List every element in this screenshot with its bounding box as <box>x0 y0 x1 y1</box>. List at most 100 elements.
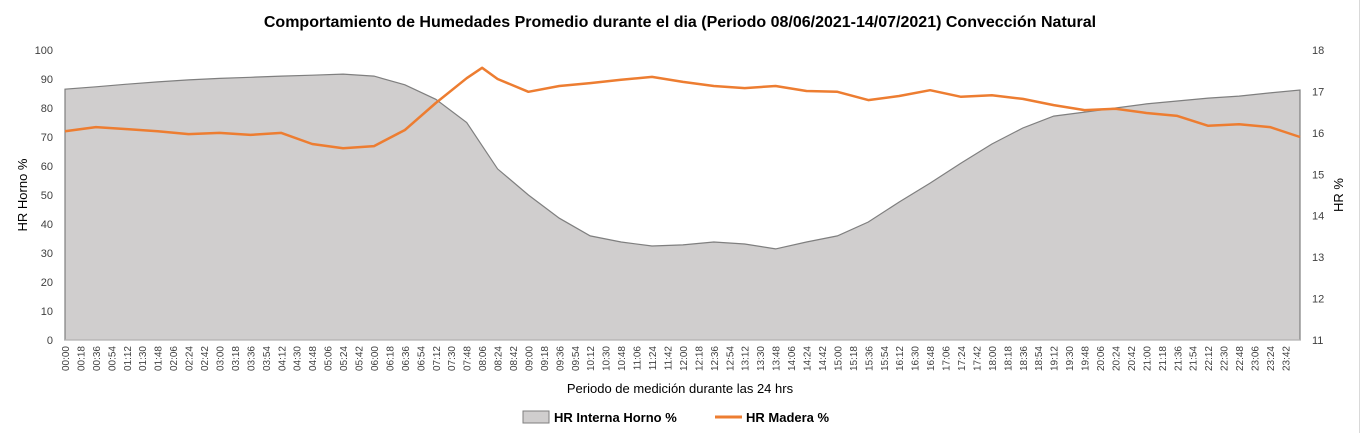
x-tick-label: 18:00 <box>988 346 999 371</box>
x-tick-label: 06:54 <box>416 346 427 371</box>
x-tick-label: 21:36 <box>1173 346 1184 371</box>
x-tick-label: 23:24 <box>1266 346 1277 371</box>
x-tick-label: 22:30 <box>1220 346 1231 371</box>
y2-tick-label: 17 <box>1312 86 1324 98</box>
legend-label-hr-interna: HR Interna Horno % <box>554 410 677 425</box>
y-tick-label: 0 <box>47 335 53 347</box>
y-tick-label: 10 <box>41 306 53 318</box>
x-tick-label: 17:42 <box>972 346 983 371</box>
x-tick-label: 01:48 <box>154 346 165 371</box>
legend-label-hr-madera: HR Madera % <box>746 410 830 425</box>
x-tick-label: 02:24 <box>185 346 196 371</box>
x-tick-label: 15:00 <box>833 346 844 371</box>
x-tick-label: 04:48 <box>308 346 319 371</box>
y-tick-label: 60 <box>41 161 53 173</box>
line-series-hr-madera <box>64 66 1301 150</box>
x-tick-label: 18:36 <box>1019 346 1030 371</box>
y2-tick-label: 16 <box>1312 128 1324 140</box>
x-tick-label: 06:00 <box>370 346 381 371</box>
x-tick-label: 07:12 <box>432 346 443 371</box>
y2-tick-label: 18 <box>1312 45 1324 57</box>
y-tick-label: 90 <box>41 74 53 86</box>
x-tick-label: 05:42 <box>355 346 366 371</box>
x-tick-label: 09:00 <box>524 346 535 371</box>
x-tick-label: 16:30 <box>911 346 922 371</box>
y2-tick-label: 11 <box>1312 335 1323 347</box>
x-tick-label: 21:18 <box>1158 346 1169 371</box>
x-tick-label: 02:42 <box>200 346 211 371</box>
x-tick-label: 19:30 <box>1065 346 1076 371</box>
x-tick-label: 08:06 <box>478 346 489 371</box>
y2-tick-label: 14 <box>1312 211 1324 223</box>
x-tick-label: 09:54 <box>571 346 582 371</box>
x-tick-label: 12:36 <box>710 346 721 371</box>
x-tick-label: 23:42 <box>1281 346 1292 371</box>
x-tick-label: 22:12 <box>1204 346 1215 371</box>
y-tick-label: 70 <box>41 132 53 144</box>
x-tick-label: 03:36 <box>246 346 257 371</box>
x-tick-label: 18:54 <box>1034 346 1045 371</box>
x-tick-label: 18:18 <box>1003 346 1014 371</box>
x-tick-label: 11:42 <box>664 346 675 371</box>
y-tick-label: 80 <box>41 103 53 115</box>
x-tick-label: 03:00 <box>216 346 227 371</box>
x-tick-label: 07:48 <box>463 346 474 371</box>
x-tick-label: 12:00 <box>679 346 690 371</box>
x-tick-label: 19:48 <box>1081 346 1092 371</box>
x-tick-label: 14:06 <box>787 346 798 371</box>
x-tick-label: 03:18 <box>231 346 242 371</box>
y-tick-label: 30 <box>41 248 53 260</box>
x-tick-label: 00:18 <box>76 346 87 371</box>
x-tick-label: 20:06 <box>1096 346 1107 371</box>
x-tick-label: 06:18 <box>385 346 396 371</box>
x-tick-label: 00:36 <box>92 346 103 371</box>
x-tick-label: 03:54 <box>262 346 273 371</box>
x-tick-label: 20:42 <box>1127 346 1138 371</box>
y2-tick-label: 12 <box>1312 294 1324 306</box>
x-tick-label: 10:12 <box>586 346 597 371</box>
x-tick-label: 01:30 <box>138 346 149 371</box>
x-tick-label: 17:24 <box>957 346 968 371</box>
y-tick-label: 50 <box>41 190 53 202</box>
x-axis-label: Periodo de medición durante las 24 hrs <box>567 381 794 396</box>
area-series-hr-interna <box>64 73 1301 341</box>
x-tick-label: 05:24 <box>339 346 350 371</box>
y2-tick-label: 13 <box>1312 252 1324 264</box>
x-tick-label: 17:06 <box>942 346 953 371</box>
x-tick-label: 00:00 <box>61 346 72 371</box>
x-tick-label: 15:54 <box>880 346 891 371</box>
x-tick-label: 10:30 <box>602 346 613 371</box>
y2-tick-label: 15 <box>1312 169 1324 181</box>
x-tick-label: 09:18 <box>540 346 551 371</box>
legend-swatch-area <box>522 410 550 424</box>
x-tick-label: 23:06 <box>1251 346 1262 371</box>
x-tick-label: 13:30 <box>756 346 767 371</box>
x-tick-label: 11:24 <box>648 346 659 371</box>
x-tick-label: 21:54 <box>1189 346 1200 371</box>
x-tick-label: 08:24 <box>494 346 505 371</box>
x-tick-label: 15:18 <box>849 346 860 371</box>
y-tick-label: 40 <box>41 219 53 231</box>
x-tick-label: 05:06 <box>324 346 335 371</box>
x-tick-label: 13:48 <box>772 346 783 371</box>
y-tick-label: 100 <box>35 45 53 57</box>
x-tick-label: 14:24 <box>803 346 814 371</box>
x-tick-label: 09:36 <box>555 346 566 371</box>
x-tick-label: 08:42 <box>509 346 520 371</box>
legend: HR Interna Horno % HR Madera % <box>522 410 830 425</box>
x-tick-label: 04:12 <box>277 346 288 371</box>
y2-axis-label: HR % <box>1331 178 1346 212</box>
x-tick-label: 16:12 <box>895 346 906 371</box>
x-tick-label: 12:18 <box>694 346 705 371</box>
x-tick-label: 14:42 <box>818 346 829 371</box>
x-tick-label: 15:36 <box>864 346 875 371</box>
x-tick-label: 01:12 <box>123 346 134 371</box>
y-axis-label: HR Horno % <box>15 158 30 231</box>
x-tick-label: 22:48 <box>1235 346 1246 371</box>
x-tick-label: 06:36 <box>401 346 412 371</box>
x-tick-label: 20:24 <box>1112 346 1123 371</box>
x-tick-label: 12:54 <box>725 346 736 371</box>
x-tick-label: 07:30 <box>447 346 458 371</box>
x-tick-label: 00:54 <box>107 346 118 371</box>
